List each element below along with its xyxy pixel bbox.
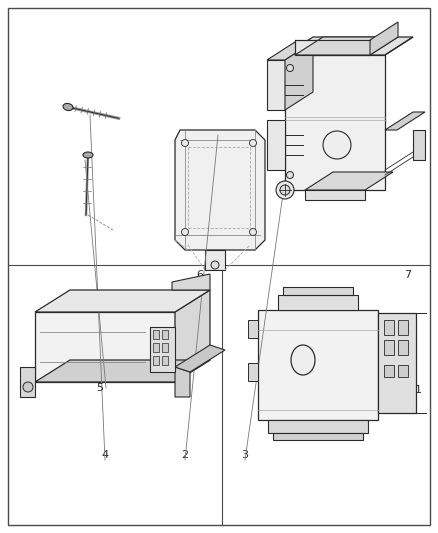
Circle shape <box>23 382 33 392</box>
Circle shape <box>323 131 351 159</box>
Circle shape <box>181 140 188 147</box>
Bar <box>162 343 168 352</box>
Circle shape <box>286 172 293 179</box>
Bar <box>384 320 394 335</box>
Polygon shape <box>35 312 175 382</box>
Polygon shape <box>175 290 210 382</box>
Polygon shape <box>305 190 365 200</box>
Polygon shape <box>413 130 425 160</box>
Text: 3: 3 <box>241 450 248 460</box>
Ellipse shape <box>291 345 315 375</box>
Polygon shape <box>175 345 225 372</box>
Polygon shape <box>378 313 416 413</box>
Bar <box>162 356 168 365</box>
Polygon shape <box>278 295 358 310</box>
Polygon shape <box>370 22 398 55</box>
Circle shape <box>250 140 257 147</box>
Polygon shape <box>205 250 225 270</box>
Polygon shape <box>248 320 258 338</box>
Polygon shape <box>35 360 210 382</box>
Polygon shape <box>268 420 368 433</box>
Polygon shape <box>20 367 35 397</box>
Bar <box>398 320 408 335</box>
Bar <box>384 340 394 355</box>
Text: 6: 6 <box>197 270 204 280</box>
Bar <box>258 310 378 420</box>
Polygon shape <box>248 363 258 381</box>
Circle shape <box>181 229 188 236</box>
Text: 1: 1 <box>415 385 422 395</box>
Text: 2: 2 <box>181 450 189 460</box>
Polygon shape <box>295 40 370 55</box>
Polygon shape <box>285 42 313 110</box>
Ellipse shape <box>63 103 73 110</box>
Polygon shape <box>175 367 190 397</box>
Circle shape <box>280 185 290 195</box>
Ellipse shape <box>83 152 93 158</box>
Polygon shape <box>283 287 353 295</box>
Polygon shape <box>35 290 210 312</box>
Bar <box>153 330 159 339</box>
Bar <box>384 365 394 377</box>
Circle shape <box>286 64 293 71</box>
Polygon shape <box>305 172 393 190</box>
Polygon shape <box>385 112 425 130</box>
Polygon shape <box>267 60 285 110</box>
Polygon shape <box>172 274 210 290</box>
Polygon shape <box>385 37 413 55</box>
Bar <box>398 365 408 377</box>
Bar <box>398 340 408 355</box>
Text: 7: 7 <box>404 270 412 280</box>
Polygon shape <box>285 37 413 55</box>
Polygon shape <box>267 42 313 60</box>
Bar <box>153 356 159 365</box>
Polygon shape <box>150 327 175 372</box>
Polygon shape <box>175 130 265 250</box>
Polygon shape <box>285 55 385 190</box>
Polygon shape <box>267 120 285 170</box>
Circle shape <box>250 229 257 236</box>
Polygon shape <box>295 37 398 55</box>
Circle shape <box>211 261 219 269</box>
Polygon shape <box>273 433 363 440</box>
Bar <box>162 330 168 339</box>
Circle shape <box>276 181 294 199</box>
Bar <box>153 343 159 352</box>
Text: 4: 4 <box>102 450 109 460</box>
Text: 5: 5 <box>96 383 103 393</box>
